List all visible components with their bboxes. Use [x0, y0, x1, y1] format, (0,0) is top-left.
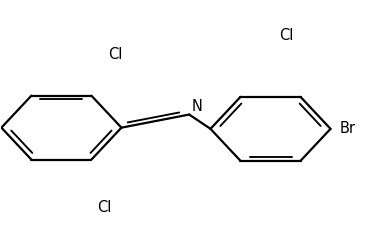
Text: Cl: Cl: [279, 28, 293, 43]
Text: Cl: Cl: [108, 47, 123, 62]
Text: Br: Br: [340, 121, 356, 136]
Text: N: N: [191, 99, 202, 114]
Text: Cl: Cl: [97, 200, 111, 215]
